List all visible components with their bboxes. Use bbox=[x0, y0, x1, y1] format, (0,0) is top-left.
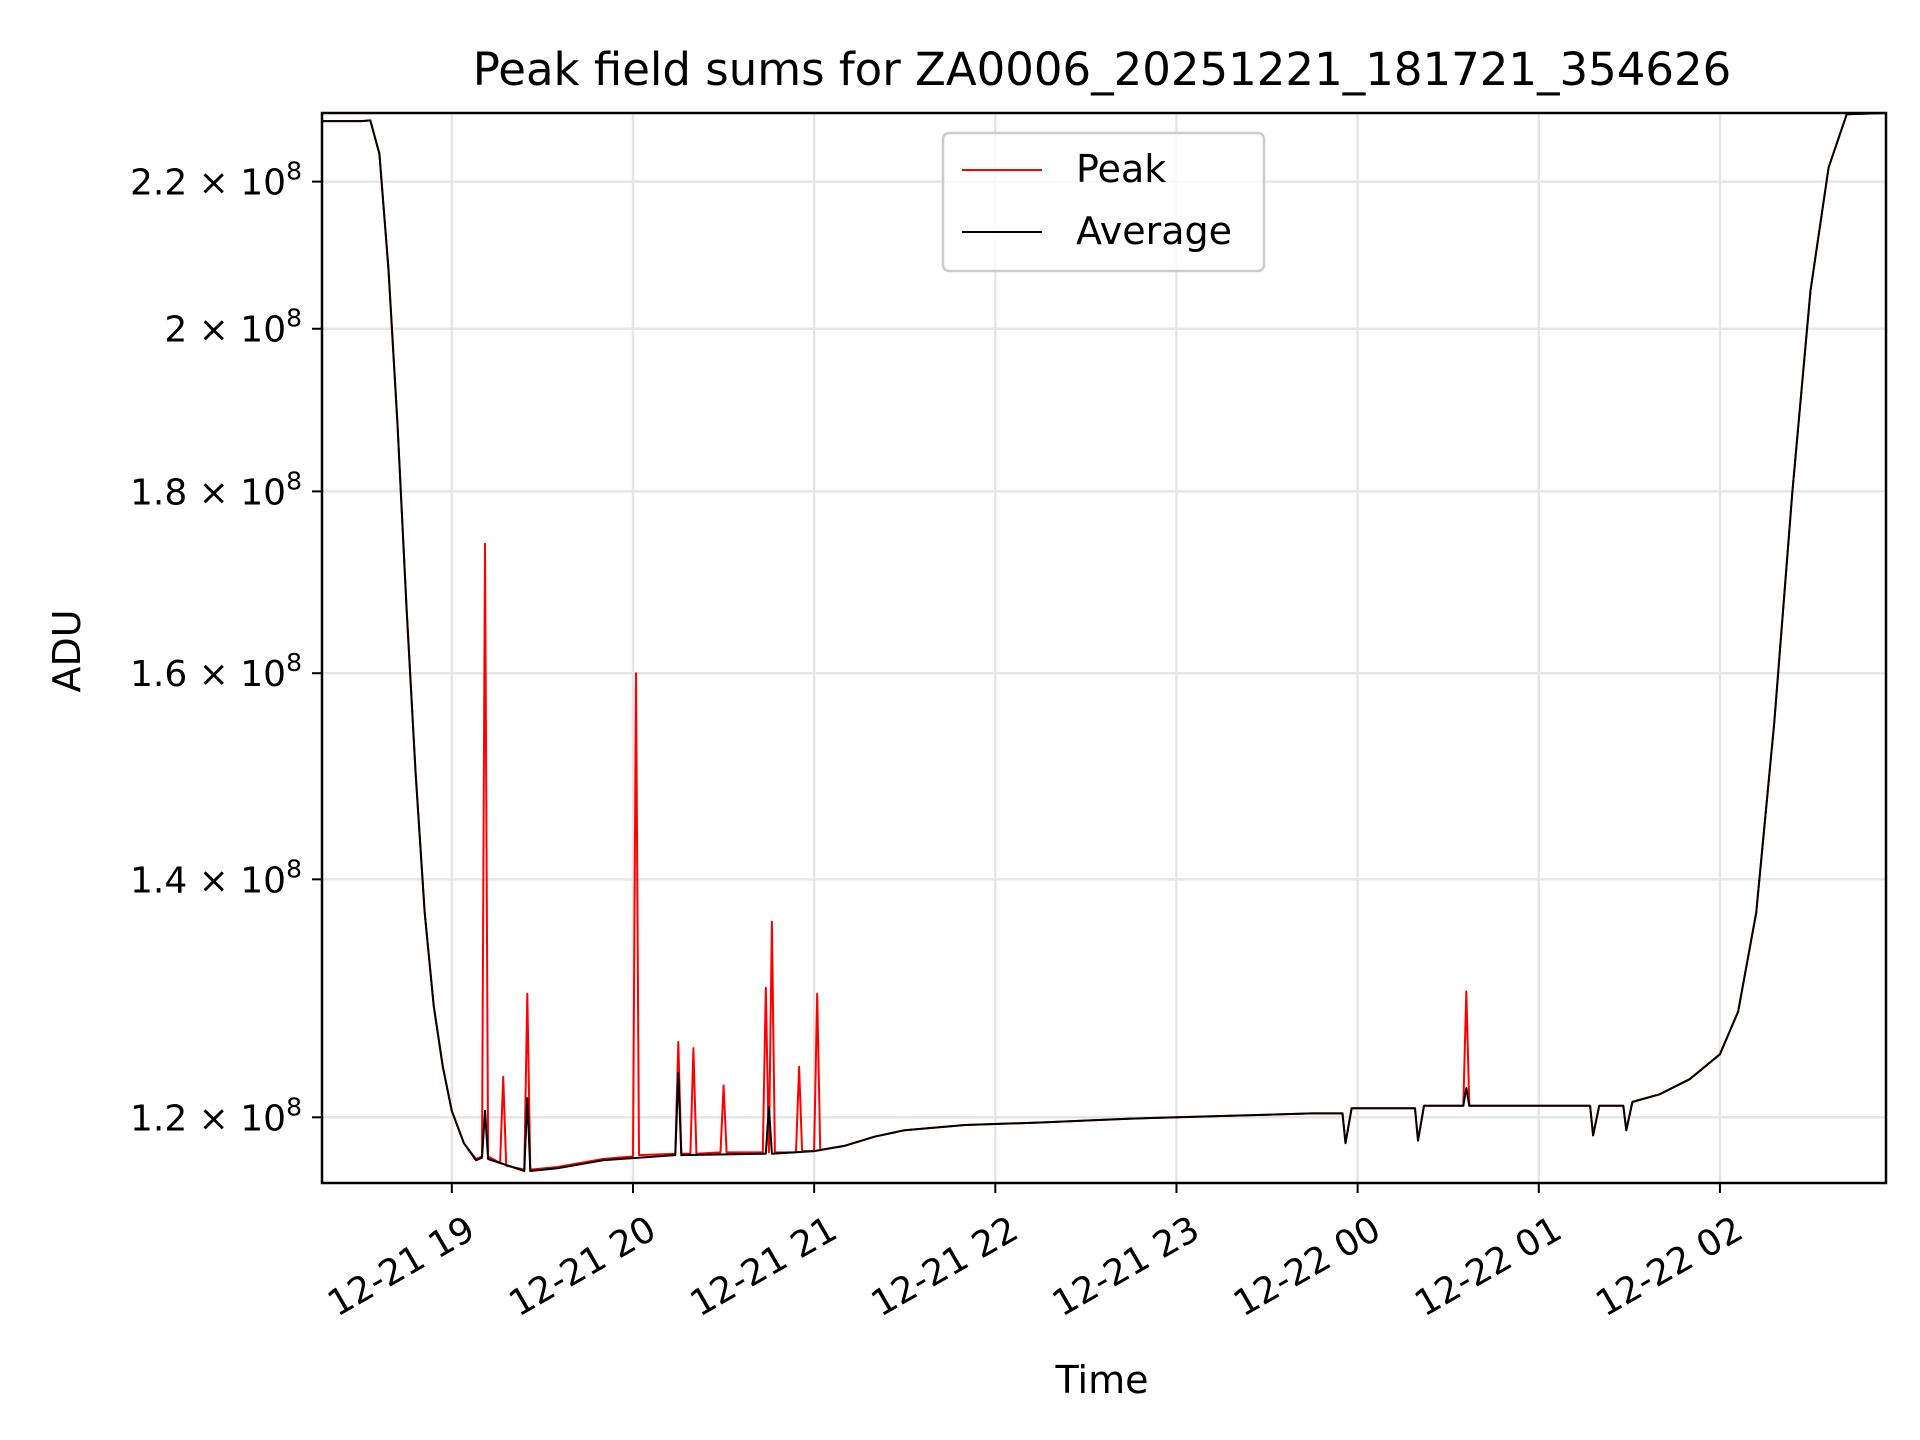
y-tick-label: 2.2 × 108 bbox=[130, 157, 302, 204]
y-tick-label: 1.4 × 108 bbox=[130, 854, 302, 901]
y-tick-label: 1.8 × 108 bbox=[130, 466, 302, 513]
chart-title: Peak field sums for ZA0006_20251221_1817… bbox=[473, 43, 1732, 96]
y-axis-title: ADU bbox=[45, 609, 89, 692]
x-axis-title: Time bbox=[1055, 1358, 1149, 1402]
y-tick-label: 2 × 108 bbox=[164, 304, 302, 351]
plot-frame bbox=[320, 111, 1888, 1185]
series-layer bbox=[322, 113, 1886, 1172]
legend: Peak Average bbox=[941, 131, 1266, 273]
y-axis: 1.2 × 108 1.4 × 108 1.6 × 108 1.8 × 108 2 × … bbox=[130, 157, 322, 1139]
series-line-average bbox=[322, 113, 1886, 1172]
y-tick-label: 1.6 × 108 bbox=[130, 648, 302, 695]
legend-box bbox=[941, 131, 1266, 273]
legend-label-average: Average bbox=[1076, 209, 1232, 253]
y-tick-label: 1.2 × 108 bbox=[130, 1092, 302, 1139]
legend-label-peak: Peak bbox=[1076, 147, 1166, 191]
